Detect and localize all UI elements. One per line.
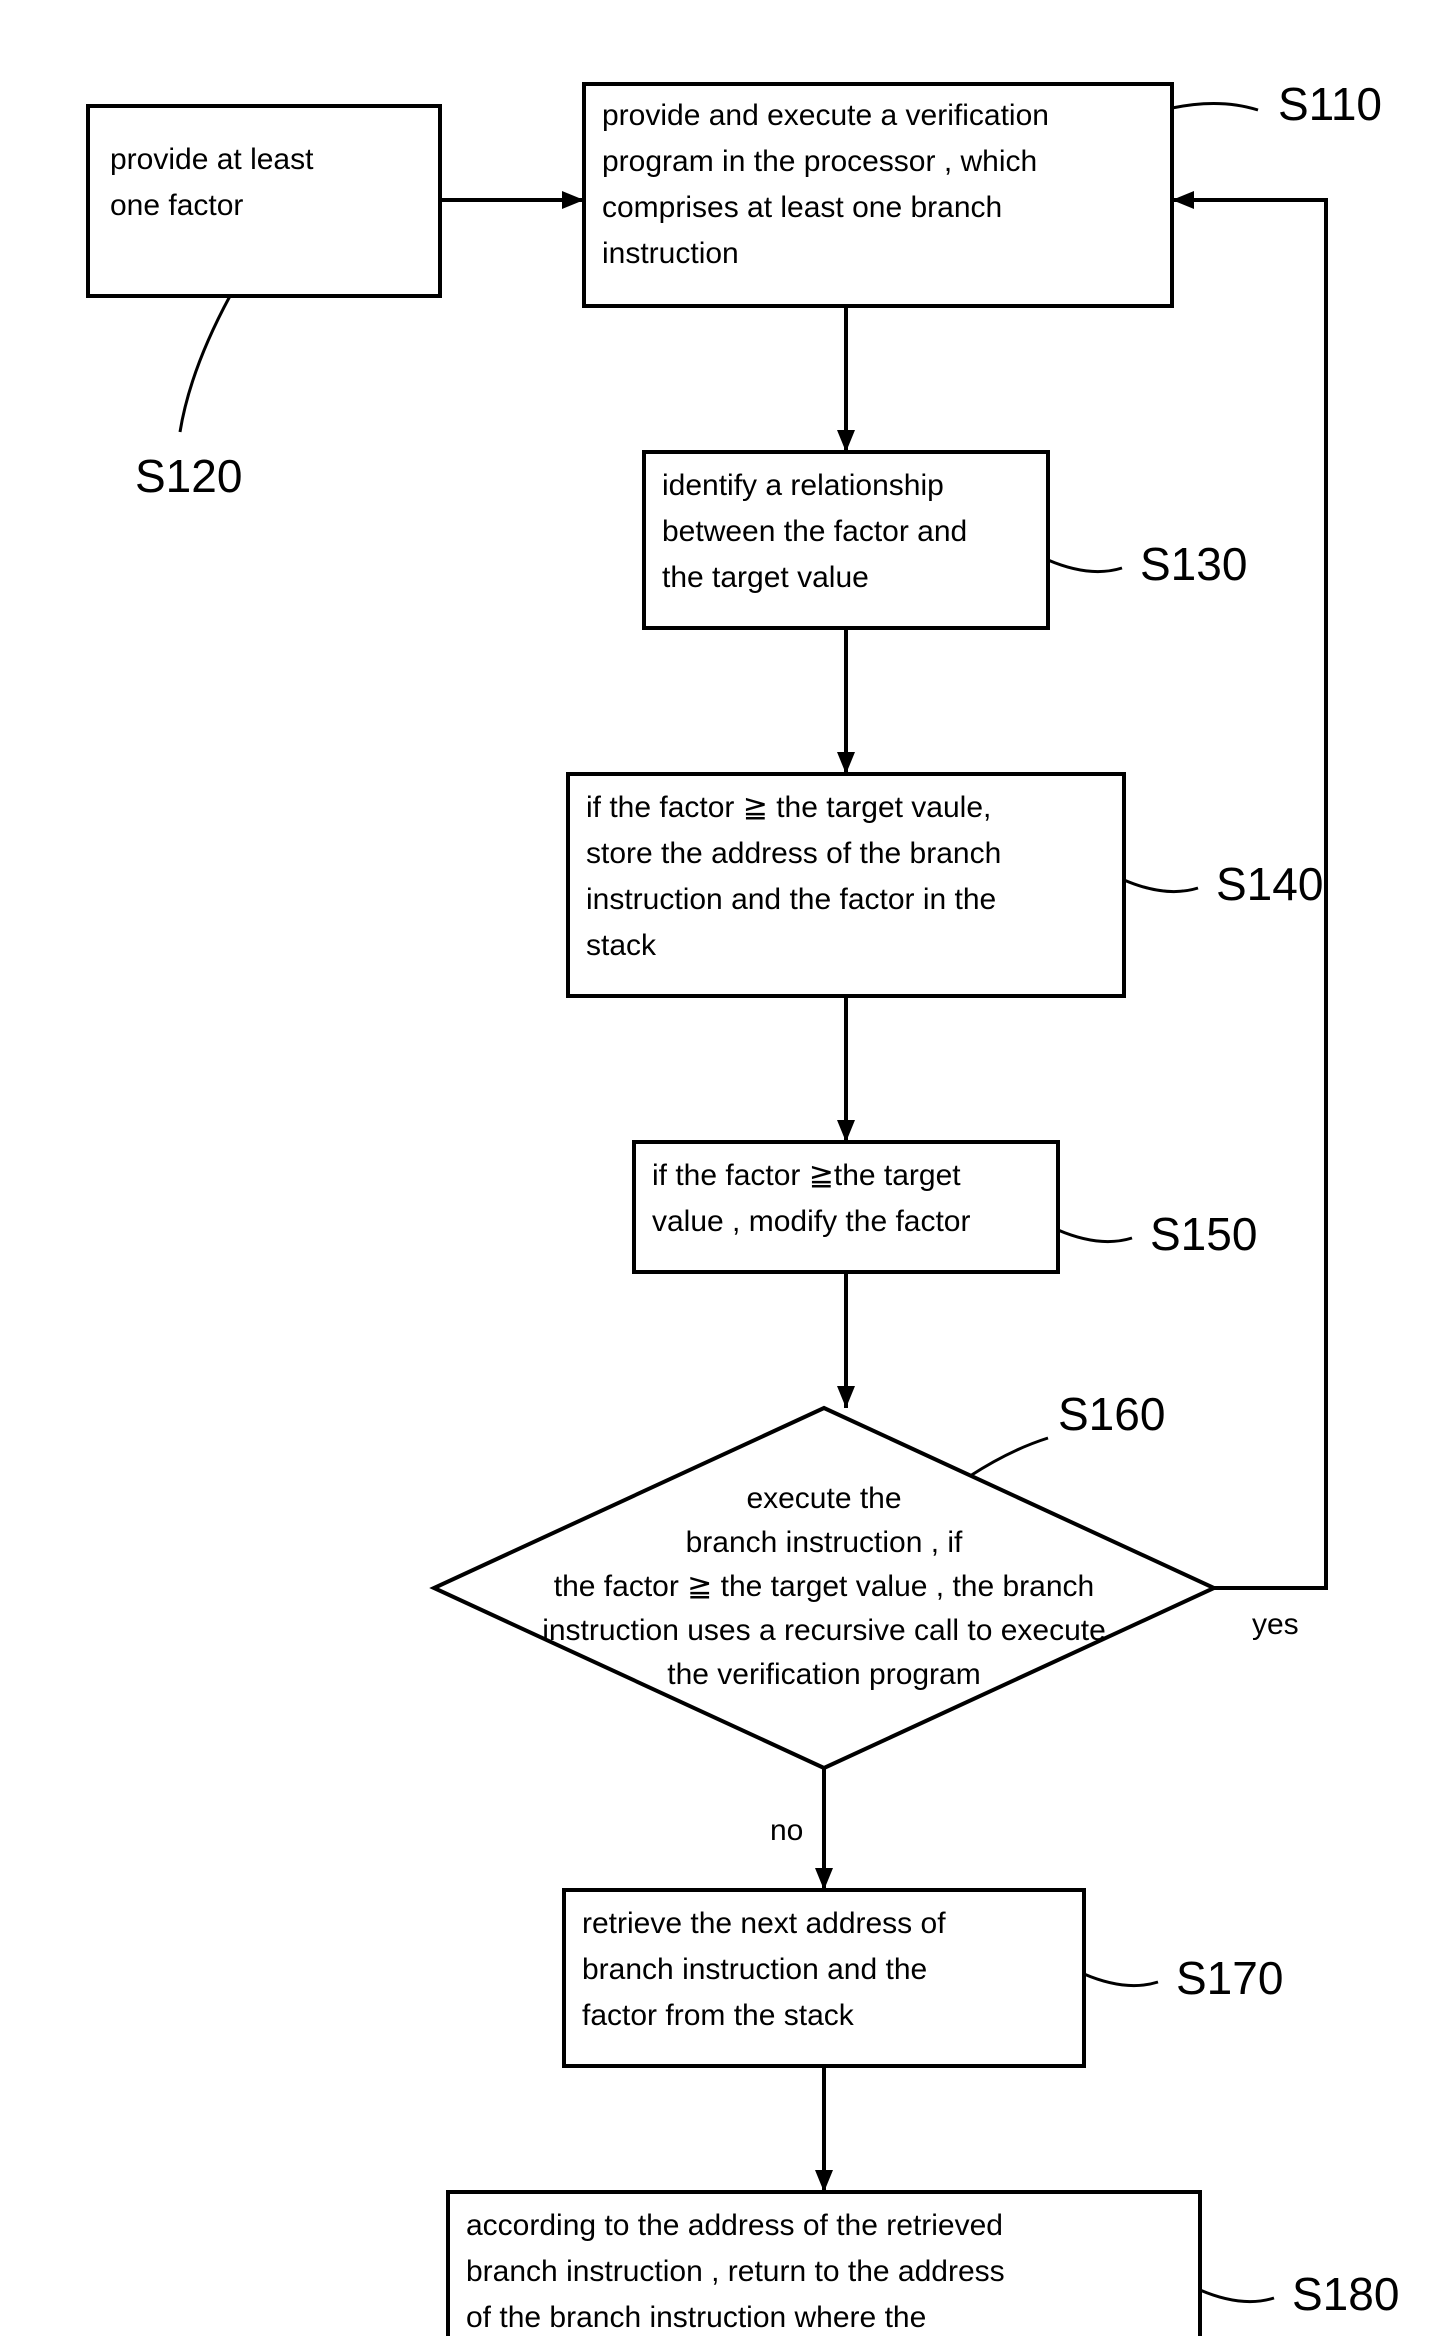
- node-s170: retrieve the next address of branch instr…: [564, 1890, 1283, 2066]
- arrow-head: [837, 1120, 855, 1142]
- arrow-head: [837, 752, 855, 774]
- step-label: S170: [1176, 1952, 1283, 2004]
- label-leader: [1200, 2290, 1274, 2302]
- arrow-head: [815, 1868, 833, 1890]
- process-text-line: instruction and the factor in the: [586, 883, 996, 916]
- step-label: S130: [1140, 538, 1247, 590]
- process-text-line: the target value: [662, 561, 869, 594]
- process-text-line: if the factor ≧the target: [652, 1159, 961, 1192]
- process-text-line: provide at least: [110, 143, 314, 176]
- node-s120: provide at least one factor S120: [88, 106, 440, 502]
- process-text-line: branch instruction , return to the addre…: [466, 2255, 1005, 2288]
- step-label: S150: [1150, 1208, 1257, 1260]
- arrow-head: [562, 191, 584, 209]
- process-text-line: if the factor ≧ the target vaule,: [586, 791, 991, 824]
- step-label: S160: [1058, 1388, 1165, 1440]
- decision-text-line: instruction uses a recursive call to exe…: [542, 1614, 1106, 1647]
- node-s130: identify a relationship between the facto…: [644, 452, 1247, 628]
- decision-text-line: branch instruction , if: [686, 1526, 963, 1559]
- step-label: S140: [1216, 858, 1323, 910]
- label-leader: [1058, 1230, 1132, 1242]
- label-leader: [1172, 103, 1258, 110]
- process-text-line: one factor: [110, 189, 243, 222]
- arrow-head: [837, 430, 855, 452]
- label-leader: [1124, 880, 1198, 892]
- process-text-line: according to the address of the retrieve…: [466, 2209, 1003, 2242]
- process-text-line: store the address of the branch: [586, 837, 1001, 870]
- flowchart-canvas: noyesprovide at leastone factorS120provi…: [0, 0, 1439, 2336]
- process-text-line: program in the processor , which: [602, 145, 1037, 178]
- process-text-line: retrieve the next address of: [582, 1907, 946, 1940]
- process-text-line: branch instruction and the: [582, 1953, 927, 1986]
- edge-label: no: [770, 1814, 803, 1847]
- decision-text-line: execute the: [746, 1482, 901, 1515]
- label-leader: [1048, 560, 1122, 572]
- node-s160: execute the branch instruction , if the fa…: [434, 1388, 1214, 1768]
- node-s110: provide and execute a verification progra…: [584, 78, 1382, 306]
- process-text-line: factor from the stack: [582, 1999, 855, 2032]
- step-label: S110: [1278, 78, 1382, 130]
- decision-text-line: the verification program: [667, 1658, 980, 1691]
- arrow-head: [837, 1386, 855, 1408]
- process-text-line: instruction: [602, 237, 739, 270]
- process-text-line: identify a relationship: [662, 469, 944, 502]
- label-leader: [970, 1438, 1048, 1476]
- process-text-line: of the branch instruction where the: [466, 2301, 926, 2334]
- label-leader: [180, 296, 230, 432]
- process-text-line: between the factor and: [662, 515, 967, 548]
- node-s180: according to the address of the retrieve…: [448, 2192, 1399, 2336]
- decision-text-line: the factor ≧ the target value , the bran…: [554, 1570, 1094, 1603]
- process-text-line: provide and execute a verification: [602, 99, 1049, 132]
- arrow-head: [815, 2170, 833, 2192]
- node-s140: if the factor ≧ the target vaule, store t…: [568, 774, 1323, 996]
- process-text-line: stack: [586, 929, 657, 962]
- process-text-line: value , modify the factor: [652, 1205, 971, 1238]
- arrow-head: [1172, 191, 1194, 209]
- node-s150: if the factor ≧the target value , modify …: [634, 1142, 1257, 1272]
- edge-label: yes: [1252, 1608, 1299, 1641]
- step-label: S120: [135, 450, 242, 502]
- process-text-line: comprises at least one branch: [602, 191, 1002, 224]
- label-leader: [1084, 1974, 1158, 1986]
- step-label: S180: [1292, 2268, 1399, 2320]
